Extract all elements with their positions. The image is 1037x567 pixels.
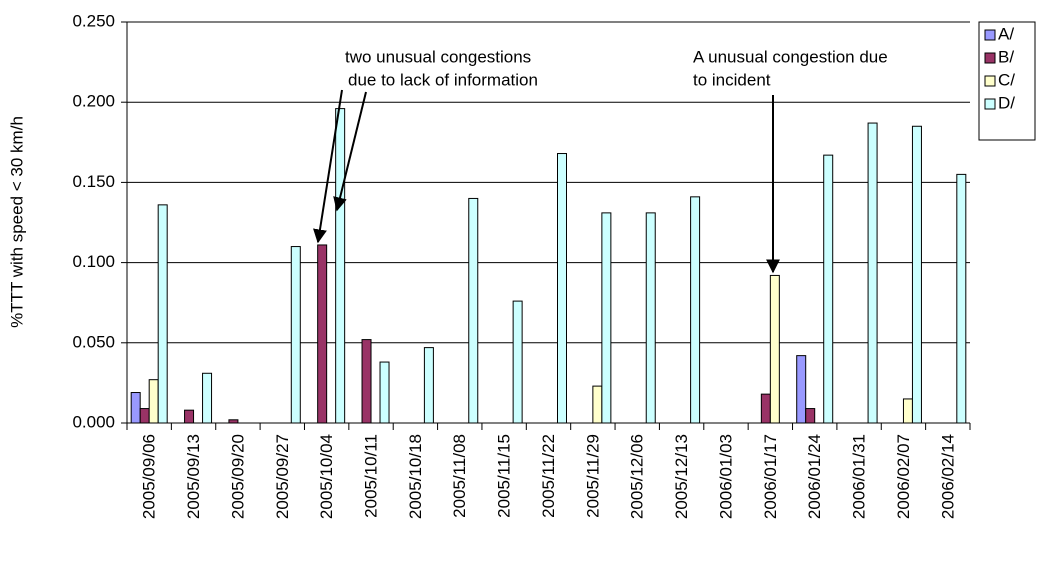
bar: [760, 393, 771, 424]
bar: [202, 372, 213, 424]
bar: [335, 108, 346, 424]
plot-area: [127, 22, 970, 423]
x-tick-label: 2005/11/08: [450, 434, 469, 518]
x-tick-label: 2005/11/15: [495, 434, 514, 518]
x-tick-label: 2005/10/11: [362, 434, 381, 518]
legend-label: C/: [998, 70, 1015, 89]
bar: [592, 385, 603, 424]
bar: [769, 274, 780, 424]
bar: [823, 154, 834, 424]
x-tick-label: 2006/02/14: [938, 434, 957, 519]
bar: [317, 244, 328, 424]
annotation: two unusual congestions: [345, 47, 531, 66]
bar: [361, 339, 372, 424]
y-tick-label: 0.100: [72, 252, 115, 271]
annotation: A unusual congestion due: [693, 47, 888, 66]
bar: [130, 392, 141, 424]
y-tick-label: 0.200: [72, 92, 115, 111]
legend-label: B/: [998, 47, 1014, 66]
bar: [690, 196, 701, 424]
bars: [130, 108, 967, 424]
x-tick-label: 2006/01/03: [716, 434, 735, 519]
bar: [139, 408, 150, 424]
annotation-arrow: [313, 89, 343, 244]
y-tick-label: 0.250: [72, 11, 115, 30]
bar: [796, 355, 807, 424]
x-tick-label: 2005/11/29: [583, 434, 602, 518]
legend-label: D/: [998, 93, 1015, 112]
bar: [867, 122, 878, 424]
x-tick-label: 2005/12/06: [628, 434, 647, 519]
y-axis-label: %TTT with speed < 30 km/h: [7, 116, 26, 328]
x-tick-label: 2005/10/04: [317, 434, 336, 519]
bar: [423, 347, 434, 424]
bar: [645, 212, 656, 424]
bar: [290, 246, 301, 424]
y-tick-label: 0.050: [72, 332, 115, 351]
legend-swatch: [984, 75, 996, 87]
bar: [601, 212, 612, 424]
bar: [512, 300, 523, 424]
x-tick-label: 2005/09/20: [228, 434, 247, 519]
x-tick-label: 2006/01/24: [805, 434, 824, 519]
y-tick-label: 0.000: [72, 412, 115, 431]
legend-swatch: [984, 29, 996, 41]
bar: [468, 197, 479, 424]
legend-swatch: [984, 52, 996, 64]
x-tick-label: 2005/09/06: [140, 434, 159, 519]
x-tick-label: 2006/02/07: [894, 434, 913, 519]
bar: [379, 361, 390, 424]
x-tick-label: 2005/10/18: [406, 434, 425, 519]
bar: [157, 204, 168, 424]
bar: [911, 125, 922, 424]
bar: [956, 173, 967, 424]
x-tick-label: 2005/11/22: [539, 434, 558, 518]
annotation: to incident: [693, 70, 771, 89]
legend-label: A/: [998, 24, 1014, 43]
bar: [805, 408, 816, 424]
bar: [557, 153, 567, 424]
bar: [902, 398, 913, 424]
annotation-arrow: [333, 91, 367, 212]
x-tick-label: 2005/09/27: [273, 434, 292, 519]
legend-swatch: [984, 98, 996, 110]
x-tick-label: 2006/01/31: [850, 434, 869, 519]
annotation: due to lack of information: [348, 70, 538, 89]
x-tick-label: 2005/12/13: [672, 434, 691, 519]
bar: [148, 379, 159, 424]
y-tick-label: 0.150: [72, 172, 115, 191]
x-tick-label: 2005/09/13: [184, 434, 203, 519]
x-tick-label: 2006/01/17: [761, 434, 780, 519]
bar: [184, 409, 195, 424]
